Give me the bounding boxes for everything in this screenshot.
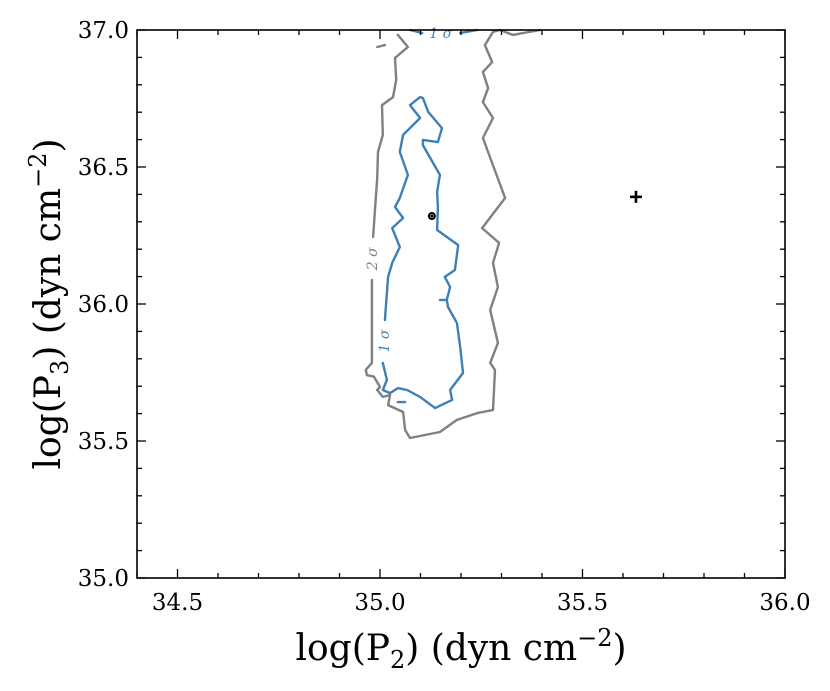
y-tick-label: 37.0: [78, 18, 129, 44]
x-tick-label: 36.0: [759, 590, 810, 616]
contour-2sigma-line: [371, 33, 410, 239]
contour-2sigma-line: [364, 28, 542, 440]
y-tick-label: 36.0: [78, 292, 129, 318]
plus-marker: [629, 190, 642, 203]
axis-ticks: 34.5 35.0 35.5 36.0 35.0 35.5 36.0 36.5 37.0: [78, 18, 811, 616]
x-tick-label: 34.5: [152, 590, 203, 616]
contour-2sigma-line: [376, 43, 387, 49]
plot-marks: 1 σ 2 σ 1 σ: [364, 26, 642, 440]
y-tick-label: 35.5: [78, 429, 129, 455]
best-fit-dot-marker: [427, 212, 436, 221]
y-axis-label: log(P3) (dyn cm−2): [24, 138, 74, 469]
y-tick-label: 36.5: [78, 155, 129, 181]
contour-1sigma-line: [381, 95, 465, 410]
contour-label: 1 σ: [429, 26, 452, 42]
contour-label: 2 σ: [365, 247, 381, 271]
contour-label: 1 σ: [377, 329, 393, 352]
y-tick-label: 35.0: [78, 566, 129, 592]
x-tick-label: 35.5: [557, 590, 608, 616]
x-axis-label: log(P2) (dyn cm−2): [295, 624, 626, 674]
plot-frame: [136, 29, 786, 579]
x-tick-label: 35.0: [354, 590, 405, 616]
